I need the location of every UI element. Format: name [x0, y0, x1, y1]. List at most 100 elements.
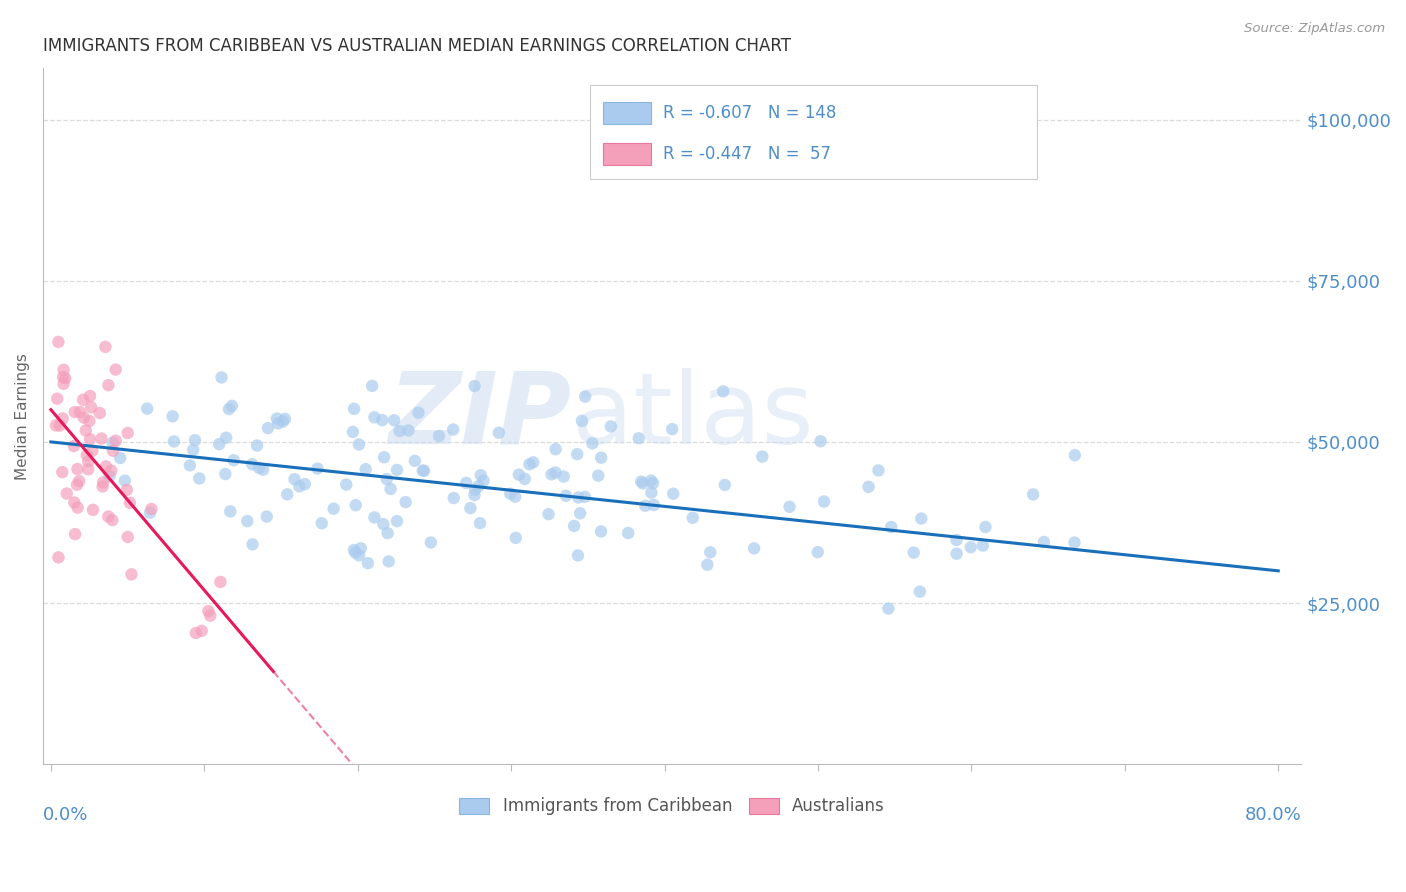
Point: [627, 431, 650, 445]
Point: [347, 437, 370, 451]
Point: [880, 520, 903, 534]
Point: [101, 435, 124, 450]
Point: [682, 510, 704, 524]
Point: [181, 442, 204, 457]
Point: [363, 410, 385, 425]
Point: [118, 496, 141, 510]
Point: [395, 495, 418, 509]
Point: [69, 405, 91, 419]
Point: [66, 477, 89, 491]
Point: [274, 412, 297, 426]
Point: [100, 464, 122, 478]
Point: [48, 418, 70, 433]
Point: [66, 462, 89, 476]
Point: [252, 463, 274, 477]
Point: [52, 370, 75, 384]
Point: [108, 450, 131, 465]
Point: [82, 443, 104, 458]
Point: [121, 567, 143, 582]
Point: [344, 546, 367, 560]
Text: ZIP: ZIP: [388, 368, 572, 465]
Point: [581, 436, 603, 450]
Point: [472, 474, 495, 488]
Point: [380, 482, 402, 496]
Point: [567, 491, 589, 505]
Point: [499, 486, 522, 500]
Point: [810, 434, 832, 449]
Point: [311, 516, 333, 531]
Point: [350, 541, 373, 556]
Point: [427, 429, 450, 443]
Point: [443, 491, 465, 505]
Point: [503, 490, 526, 504]
Point: [631, 476, 654, 491]
Point: [63, 495, 86, 509]
Point: [404, 454, 426, 468]
Point: [246, 439, 269, 453]
Point: [179, 458, 201, 473]
Point: [257, 421, 280, 435]
Point: [591, 450, 613, 465]
Point: [335, 477, 357, 491]
Point: [197, 604, 219, 618]
Point: [634, 499, 657, 513]
Point: [385, 463, 408, 477]
Point: [488, 425, 510, 440]
Point: [63, 439, 86, 453]
Text: 0.0%: 0.0%: [44, 806, 89, 824]
Point: [82, 503, 104, 517]
Point: [163, 434, 186, 449]
Point: [55, 486, 77, 500]
Point: [574, 490, 596, 504]
Point: [208, 437, 231, 451]
FancyBboxPatch shape: [591, 86, 1038, 179]
Point: [209, 574, 232, 589]
Point: [371, 413, 394, 427]
Point: [221, 399, 243, 413]
Point: [79, 414, 101, 428]
Point: [617, 526, 640, 541]
Point: [63, 405, 86, 419]
Point: [388, 424, 411, 438]
Point: [218, 402, 240, 417]
Point: [101, 443, 124, 458]
Point: [79, 432, 101, 446]
Point: [742, 541, 765, 556]
Point: [247, 460, 270, 475]
Point: [640, 474, 662, 488]
Point: [519, 457, 541, 471]
Point: [72, 392, 94, 407]
Point: [641, 476, 664, 491]
Point: [945, 547, 967, 561]
Point: [222, 453, 245, 467]
Point: [80, 401, 103, 415]
Point: [97, 378, 120, 392]
Point: [567, 549, 589, 563]
Point: [375, 472, 398, 486]
Point: [215, 431, 238, 445]
Point: [184, 626, 207, 640]
Point: [463, 488, 485, 502]
Point: [52, 376, 75, 391]
Point: [413, 464, 436, 478]
Point: [97, 509, 120, 524]
Point: [307, 461, 329, 475]
Point: [412, 464, 434, 478]
Point: [630, 475, 652, 489]
Point: [200, 608, 222, 623]
Point: [373, 517, 395, 532]
Point: [90, 432, 112, 446]
Point: [342, 425, 364, 439]
Point: [464, 379, 486, 393]
Point: [240, 457, 263, 471]
Point: [48, 334, 70, 349]
Point: [714, 478, 737, 492]
Y-axis label: Median Earnings: Median Earnings: [15, 352, 30, 480]
Point: [76, 448, 98, 462]
Point: [101, 513, 124, 527]
Point: [945, 533, 967, 547]
Point: [807, 545, 830, 559]
Point: [354, 462, 377, 476]
Point: [256, 509, 278, 524]
Point: [214, 467, 236, 481]
